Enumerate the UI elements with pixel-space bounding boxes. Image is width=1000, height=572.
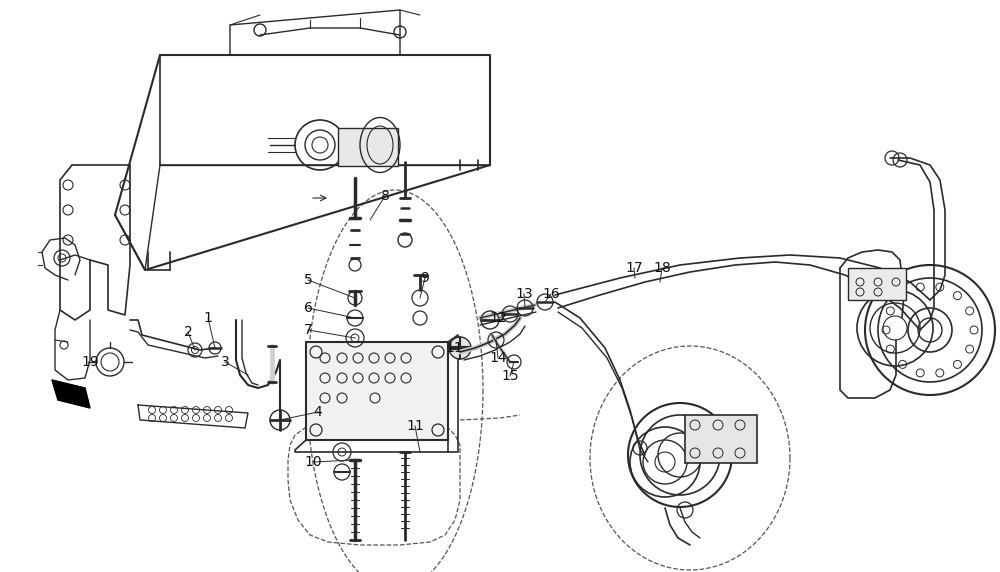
Text: 6: 6 — [304, 301, 312, 315]
Text: 19: 19 — [81, 355, 99, 369]
Bar — [338, 128, 398, 166]
Text: 5: 5 — [304, 273, 312, 287]
Text: 10: 10 — [304, 455, 322, 469]
Text: 12: 12 — [489, 311, 507, 325]
Text: 1: 1 — [204, 311, 212, 325]
Text: 15: 15 — [501, 369, 519, 383]
Text: 7: 7 — [304, 323, 312, 337]
Circle shape — [449, 337, 471, 359]
Text: 11: 11 — [406, 419, 424, 433]
Text: 16: 16 — [542, 287, 560, 301]
Text: 11: 11 — [445, 341, 463, 355]
Text: 13: 13 — [515, 287, 533, 301]
Text: 3: 3 — [221, 355, 229, 369]
Text: 18: 18 — [653, 261, 671, 275]
Polygon shape — [52, 380, 90, 408]
Text: 14: 14 — [489, 351, 507, 365]
Text: 8: 8 — [381, 189, 389, 203]
Bar — [306, 342, 448, 440]
Text: 2: 2 — [184, 325, 192, 339]
Text: 4: 4 — [314, 405, 322, 419]
Text: 9: 9 — [421, 271, 429, 285]
Text: 17: 17 — [625, 261, 643, 275]
Bar — [685, 415, 757, 463]
Bar — [848, 268, 906, 300]
